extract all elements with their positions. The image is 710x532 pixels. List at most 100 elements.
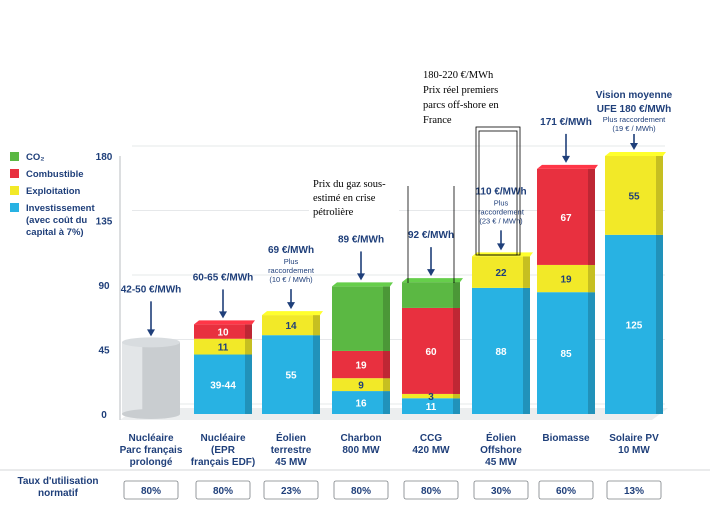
segment-label: 67 [560,213,572,224]
segment-label: 11 [426,402,437,413]
bar-segment-highlight [122,342,143,414]
segment-label: 55 [628,191,640,202]
offshore-annotation: 180-220 €/MWh [423,70,494,81]
category-label: Solaire PV [609,433,659,444]
rate-box [333,480,389,500]
category-label: terrestre [271,445,312,456]
bar-segment [194,324,252,339]
segment-label: 88 [495,347,507,358]
legend-swatch [10,203,19,212]
gas-annotation-bg [309,176,399,221]
bar-top [537,164,598,169]
price-arrow-head [497,243,505,251]
segment-label: 85 [560,349,572,360]
bar-segment-side [453,307,460,394]
category-label: Nucléaire [128,433,173,444]
bar-segment-side [383,350,390,379]
bar-segment-side [453,282,460,308]
rate-box [123,480,179,500]
price-label: 92 €/MWh [408,230,454,241]
legend-swatch [10,169,19,178]
rate-box [538,480,594,500]
legend-swatch [10,186,19,195]
bar-group [402,247,463,500]
bar-top [472,252,533,257]
price-label: 42-50 €/MWh [121,284,182,295]
price-label: UFE 180 €/MWh [597,104,671,115]
rate-value: 80% [421,486,441,497]
rate-box [263,480,319,500]
bar-top [194,320,255,325]
bar-top [332,282,393,287]
rate-value: 23% [281,486,301,497]
segment-label: 19 [355,361,367,372]
bar-segment-side [523,256,530,288]
rate-title: normatif [38,488,79,499]
rate-box [473,480,529,500]
category-label: CCG [420,433,442,444]
rate-value: 80% [213,486,233,497]
segment-label: 9 [358,381,364,392]
price-label: 171 €/MWh [540,117,592,128]
bar-segment [402,398,460,414]
chart-floor [120,408,668,420]
price-arrow-head [147,329,155,337]
category-label: 10 MW [618,445,650,456]
price-arrow-head [287,302,295,310]
category-label: Éolien [276,431,306,444]
bar-segment-side [656,156,663,235]
rate-value: 80% [141,486,161,497]
bar-segment [537,168,595,265]
category-label: 45 MW [275,457,307,468]
legend-label: CO₂ [26,152,44,163]
gas-annotation: pétrolière [313,207,354,218]
bar-group [194,289,255,500]
offshore-annotation: parcs off-shore en [423,100,499,111]
price-arrow-head [562,155,570,163]
price-sublabel: (23 € / MWh) [479,216,523,225]
offshore-annotation: France [423,115,452,126]
price-label: 69 €/MWh [268,245,314,256]
bar-segment [472,256,530,288]
price-label: 89 €/MWh [338,234,384,245]
segment-label: 60 [425,347,437,358]
bar-group [122,301,180,500]
price-label: 110 €/MWh [475,186,526,197]
price-sublabel: raccordement [478,207,525,216]
bar-segment [332,286,390,351]
bar-segment [402,307,460,394]
bar-segment [332,378,390,392]
category-label: 800 MW [342,445,380,456]
offshore-annotation: Prix réel premiers [423,85,498,96]
rate-box [195,480,251,500]
bar-segment-side [245,338,252,355]
legend-label-sub: (avec coût du [26,215,87,226]
rate-value: 60% [556,486,576,497]
bar-segment-side [453,398,460,414]
category-label: Biomasse [542,433,590,444]
bar-group [262,289,323,500]
bar-segment-side [453,393,460,399]
price-arrow-head [219,311,227,319]
bar-segment [194,354,252,414]
bar-group [537,133,598,500]
segment-label: 3 [428,392,434,403]
segment-label: 19 [560,275,572,286]
category-label: Offshore [480,445,522,456]
bar-group [332,251,393,500]
bar-segment [537,292,595,414]
bar-segment-side [588,264,595,293]
category-label: français EDF) [191,457,255,468]
bar-segment-side [523,287,530,414]
category-label: Charbon [340,433,381,444]
category-label: Parc français [120,445,183,456]
bar-top [122,337,180,348]
bar-segment [402,282,460,308]
price-arrow-head [630,143,638,150]
y-tick-label: 135 [96,217,113,228]
legend-label: Exploitation [26,186,81,197]
bar-segment [605,156,663,235]
legend-swatch [10,152,19,161]
bar-segment [262,335,320,414]
segment-label: 11 [218,343,229,354]
